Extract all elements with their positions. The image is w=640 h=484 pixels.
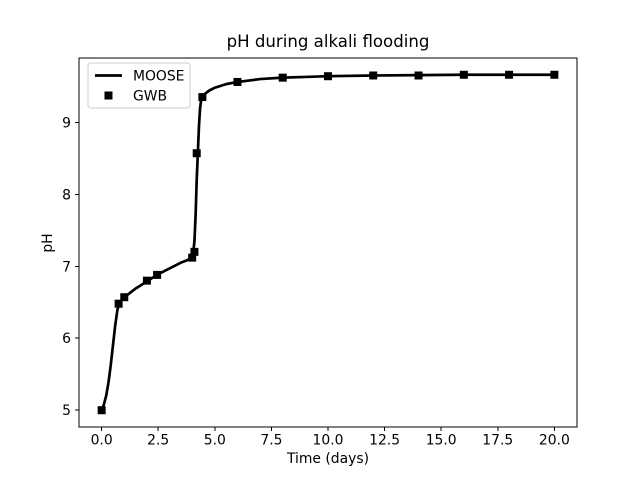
x-tick-label: 17.5 <box>482 433 513 449</box>
x-tick-label: 12.5 <box>369 433 400 449</box>
gwb-marker <box>120 293 129 302</box>
plot-frame <box>78 57 578 428</box>
gwb-markers <box>97 70 559 415</box>
gwb-marker <box>550 70 559 79</box>
chart-title: pH during alkali flooding <box>227 32 430 51</box>
x-tick-label: 15.0 <box>426 433 457 449</box>
y-tick-label: 9 <box>62 115 71 131</box>
moose-line <box>100 73 555 411</box>
y-axis-ticks: 5 6 7 8 9 <box>62 115 79 419</box>
gwb-marker <box>114 299 123 308</box>
gwb-marker <box>192 149 201 158</box>
gwb-marker <box>459 70 468 79</box>
y-tick-label: 5 <box>62 403 71 419</box>
x-tick-label: 5.0 <box>204 433 226 449</box>
gwb-marker <box>153 270 162 279</box>
legend-label-moose: MOOSE <box>133 69 184 85</box>
y-tick-label: 8 <box>62 187 71 203</box>
gwb-marker <box>278 73 287 82</box>
x-tick-label: 7.5 <box>260 433 282 449</box>
gwb-marker <box>198 93 207 102</box>
legend: MOOSE GWB <box>87 62 191 109</box>
y-axis-label: pH <box>40 233 56 252</box>
y-tick-label: 7 <box>62 259 71 275</box>
gwb-marker <box>142 276 151 285</box>
gwb-marker <box>190 247 199 256</box>
x-axis-ticks: 0.0 2.5 5.0 7.5 10.0 12.5 15.0 17.5 20.0 <box>91 427 570 449</box>
legend-square-marker-sample <box>104 91 113 100</box>
gwb-marker <box>505 70 514 79</box>
legend-label-gwb: GWB <box>133 89 167 105</box>
gwb-marker <box>97 406 106 415</box>
x-axis-label: Time (days) <box>286 451 369 467</box>
gwb-marker <box>324 72 332 81</box>
x-tick-label: 20.0 <box>539 433 570 449</box>
x-tick-label: 0.0 <box>91 433 113 449</box>
gwb-marker <box>414 71 423 80</box>
gwb-marker <box>233 77 242 86</box>
y-tick-label: 6 <box>62 331 71 347</box>
x-tick-label: 2.5 <box>147 433 169 449</box>
x-tick-label: 10.0 <box>313 433 344 449</box>
gwb-marker <box>369 71 378 80</box>
gwb-marker <box>188 253 197 262</box>
